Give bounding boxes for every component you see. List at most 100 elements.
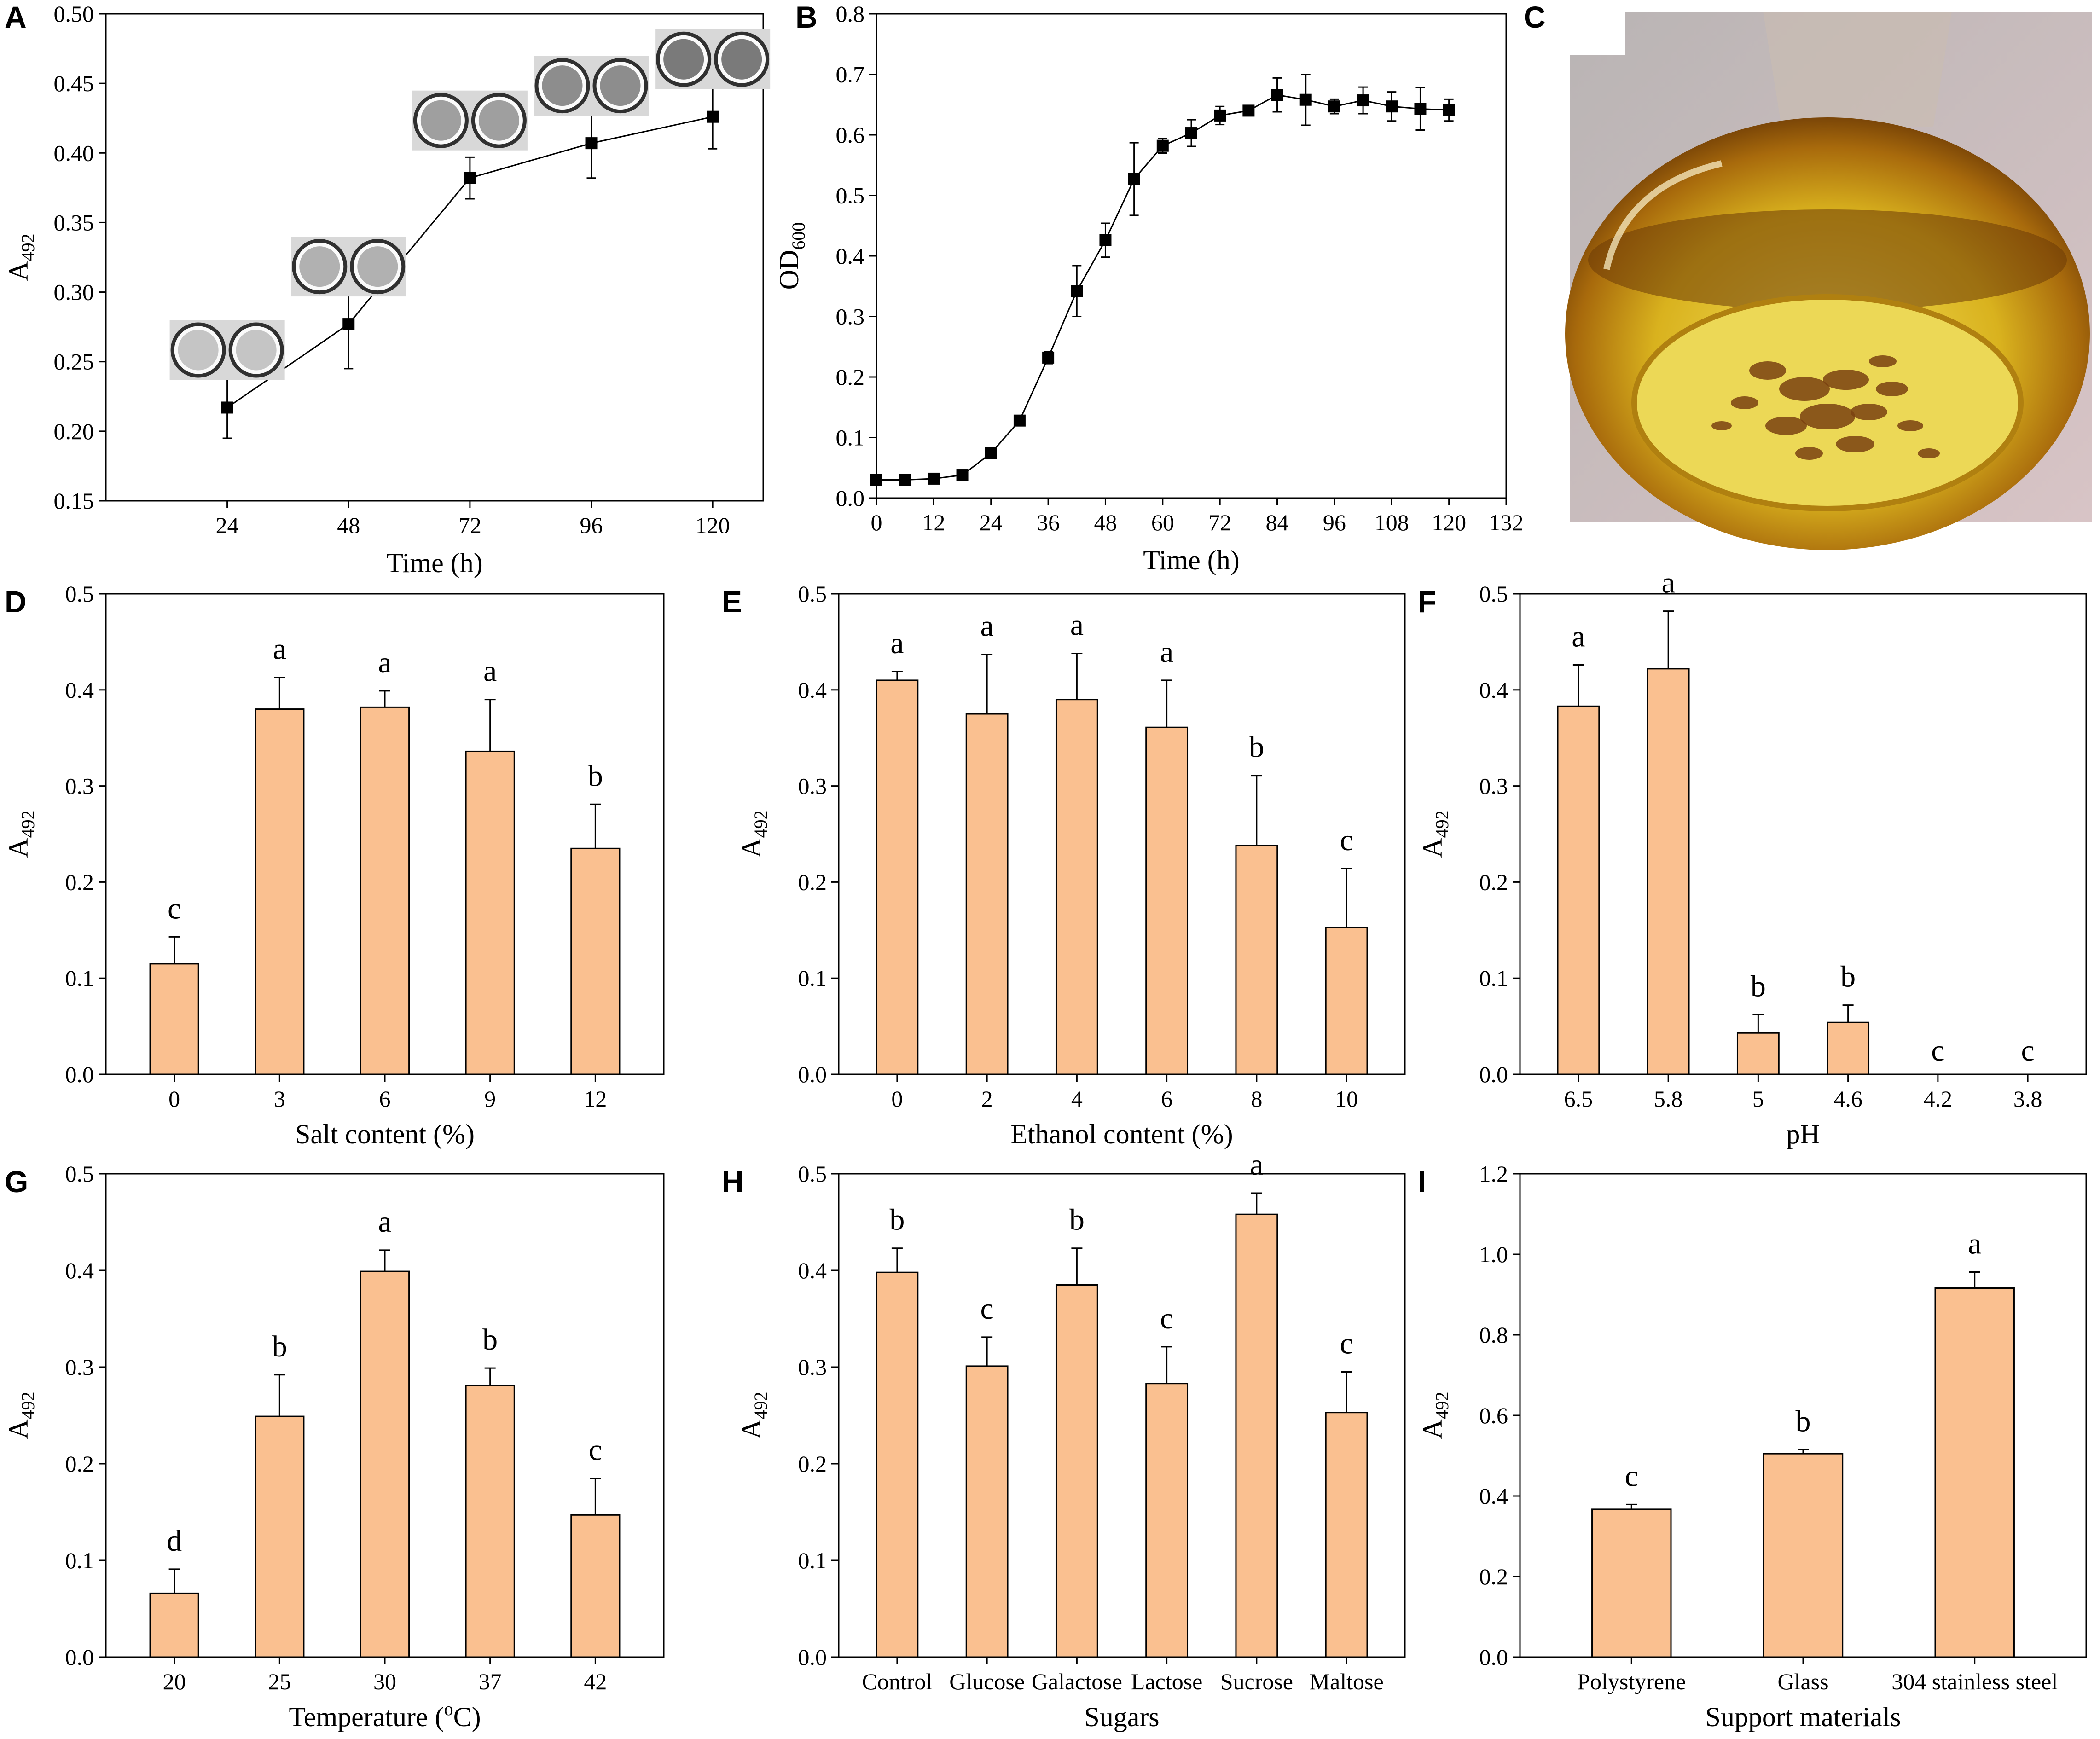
x-tick-label: 0 [168,1086,180,1112]
liquid-surface [1588,209,2067,311]
data-point [985,447,997,459]
y-tick-label: 0.2 [65,1451,94,1477]
plot-frame [838,1173,1406,1658]
y-axis-label-sub: 492 [17,810,38,838]
significance-letter: a [890,626,904,660]
well-icon [350,239,406,295]
y-axis-label-sub: 492 [750,1391,771,1419]
y-tick-label: 0.1 [1479,965,1508,991]
significance-letter: b [1249,730,1264,764]
x-tick-label: 84 [1266,510,1289,535]
y-tick-label: 0.45 [54,70,94,96]
y-axis-label: A492 [3,1391,38,1439]
x-tick-label: 4.2 [1924,1086,1953,1112]
data-point [1099,234,1112,246]
y-axis-label: A492 [736,1391,771,1439]
biofilm-spot [1918,448,1940,458]
bar [1235,1213,1278,1658]
bar [465,750,515,1075]
y-tick-label: 0.3 [65,773,94,799]
y-axis-label-main: A [736,838,766,858]
y-axis-label: A492 [736,810,771,858]
significance-letter: b [1751,970,1766,1003]
significance-letter: a [483,655,497,688]
data-point [1357,94,1369,107]
x-tick-label: 2 [981,1086,993,1112]
biofilm-icon [542,65,583,106]
significance-letter: a [980,609,993,643]
biofilm-icon [420,100,461,141]
x-tick-label: 0 [891,1086,903,1112]
y-tick-label: 0.6 [1479,1403,1508,1428]
biofilm-spot [1800,404,1855,429]
y-axis-label: A492 [1417,1391,1452,1439]
y-tick-label: 0.20 [54,418,94,444]
x-tick-label: Control [862,1669,933,1694]
significance-letter: a [1250,1148,1263,1182]
y-tick-label: 0.3 [65,1354,94,1380]
x-tick-label: 72 [458,512,481,538]
y-tick-label: 0.25 [54,349,94,375]
y-tick-label: 0.2 [1479,1564,1508,1589]
significance-letter: d [167,1524,182,1558]
y-axis-label: A492 [3,233,38,281]
panel-f: F 0.0 0.1 0.2 0.3 0.4 0.5 6.5 a 5.8 a 5 b 4.6 b 4.2 c 3.8… [1417,566,2087,1149]
x-axis-label: Time (h) [1143,545,1239,575]
bar [1145,726,1189,1075]
bar [465,1385,515,1658]
bar [965,1365,1009,1658]
significance-letter: c [980,1292,993,1326]
y-tick-label: 0.2 [1479,869,1508,895]
x-axis-label-sup: o [444,1698,453,1719]
x-tick-label: 3 [274,1086,285,1112]
y-axis-label-main: A [3,261,34,281]
plot-frame [1519,593,2087,1075]
x-tick-label: 12 [584,1086,607,1112]
bar [149,963,199,1075]
y-tick-label: 0.15 [54,488,94,514]
x-tick-label: 24 [216,512,239,538]
significance-letter: b [1840,960,1856,994]
bar [255,1415,305,1658]
y-tick-label: 0.0 [65,1061,94,1087]
data-point [464,172,476,184]
data-point [342,318,355,330]
significance-letter: c [1160,1302,1173,1335]
x-axis-label: Ethanol content (%) [1010,1119,1233,1149]
x-tick-label: 132 [1489,510,1524,535]
x-tick-label: 120 [696,512,730,538]
biofilm-spot [1731,396,1758,409]
y-tick-label: 0.7 [836,62,865,87]
significance-letter: b [272,1330,287,1363]
well-icon [170,322,226,378]
biofilm-spot [1795,447,1823,460]
y-tick-label: 0.8 [1479,1322,1508,1348]
panel-label-c: C [1524,0,1546,34]
y-axis-label-main: OD [774,250,804,290]
y-tick-label: 0.5 [1479,581,1508,607]
y-axis-label-sub: 492 [17,233,38,261]
biofilm-spot [1823,370,1869,390]
x-tick-label: 48 [1094,510,1117,535]
bar [876,679,919,1075]
data-point [1299,93,1312,106]
y-tick-label: 0.0 [1479,1644,1508,1670]
biofilm-icon [236,330,277,371]
significance-letter: c [1625,1459,1638,1493]
y-tick-label: 0.4 [836,243,865,269]
y-tick-label: 0.0 [65,1644,94,1670]
y-tick-label: 0.1 [65,965,94,991]
plot-frame [838,593,1406,1075]
x-tick-label: 42 [584,1669,607,1694]
data-point [1386,100,1398,113]
biofilm-spot [1897,420,1923,431]
x-axis-label: Salt content (%) [295,1119,475,1149]
panel-label-d: D [5,585,27,619]
data-point [1214,109,1226,122]
y-tick-label: 0.4 [798,677,827,703]
bar [1647,668,1690,1075]
significance-letter: b [482,1323,498,1356]
biofilm-spot [1779,377,1830,401]
plot-frame [876,13,1507,499]
